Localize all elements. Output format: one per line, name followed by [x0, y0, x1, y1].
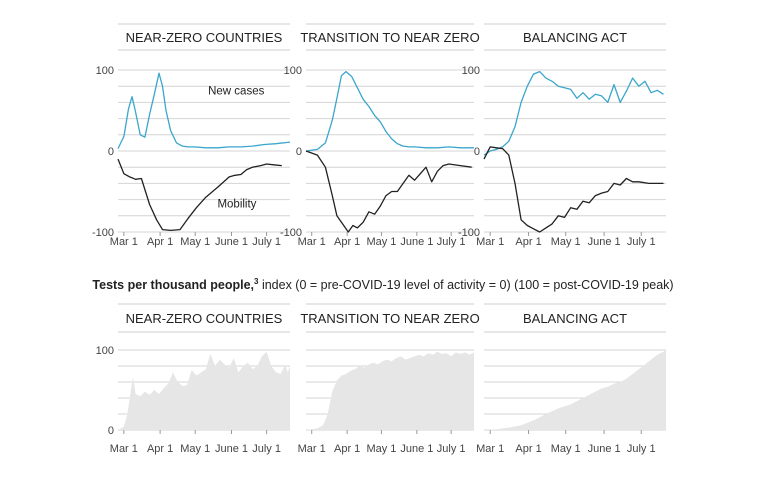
series-line-mobility: [483, 146, 664, 233]
x-tick-label: July 1: [437, 236, 466, 248]
panel-title: NEAR-ZERO COUNTRIES: [126, 311, 283, 326]
panel-title: BALANCING ACT: [523, 30, 627, 45]
x-tick-label: June 1: [400, 443, 433, 455]
chart-panel-6: BALANCING ACT Mar 1 Apr 1 May 1 June 1 July 1: [476, 303, 666, 455]
x-tick-label: July 1: [627, 443, 656, 455]
x-tick-label: Apr 1: [334, 236, 360, 248]
series-area-tests: [484, 350, 666, 430]
x-tick-label: July 1: [252, 236, 281, 248]
series-area-tests: [118, 351, 290, 430]
x-tick-label: Mar 1: [298, 443, 326, 455]
panel-title: BALANCING ACT: [523, 311, 627, 326]
y-tick-label: 0: [296, 146, 302, 158]
series-line-new-cases: [483, 70, 664, 156]
x-tick-label: Mar 1: [298, 236, 326, 248]
x-tick-label: Mar 1: [476, 236, 504, 248]
series-line-mobility: [117, 158, 282, 232]
series-line-new-cases: [305, 70, 474, 152]
x-tick-label: May 1: [366, 443, 396, 455]
chart-panel-4: NEAR-ZERO COUNTRIES 100 0 Mar 1 Apr 1 May 1 Ju…: [96, 303, 290, 455]
section-title-rest: index (0 = pre-COVID-19 level of activit…: [258, 278, 673, 292]
x-tick-label: June 1: [588, 236, 621, 248]
x-tick-label: May 1: [180, 443, 210, 455]
panel-title: NEAR-ZERO COUNTRIES: [126, 30, 283, 45]
x-tick-label: Apr 1: [334, 443, 360, 455]
series-line-new-cases: [117, 72, 291, 149]
y-tick-label: -100: [92, 227, 114, 239]
series-area-tests: [306, 351, 474, 430]
x-tick-label: May 1: [551, 443, 581, 455]
y-tick-label: 0: [474, 146, 480, 158]
x-tick-label: June 1: [400, 236, 433, 248]
x-tick-label: June 1: [215, 443, 248, 455]
chart-panel-5: TRANSITION TO NEAR ZERO Mar 1 Apr 1 May 1 Ju…: [298, 303, 480, 455]
y-tick-label: -100: [280, 227, 302, 239]
panel-title: TRANSITION TO NEAR ZERO: [300, 311, 479, 326]
y-tick-label: 0: [108, 146, 114, 158]
y-tick-label: 100: [96, 65, 114, 77]
y-tick-label: 0: [108, 425, 114, 437]
y-tick-label: -100: [458, 227, 480, 239]
x-tick-label: Mar 1: [110, 443, 138, 455]
x-tick-label: Apr 1: [515, 443, 541, 455]
y-tick-label: 100: [96, 345, 114, 357]
x-tick-label: July 1: [627, 236, 656, 248]
y-tick-label: 100: [284, 65, 302, 77]
x-tick-label: July 1: [252, 443, 281, 455]
section-title-bold: Tests per thousand people,: [92, 278, 254, 292]
x-tick-label: July 1: [437, 443, 466, 455]
section-title: Tests per thousand people,3 index (0 = p…: [92, 277, 673, 292]
series-line-mobility: [305, 150, 472, 233]
x-tick-label: Apr 1: [515, 236, 541, 248]
series-annotation: Mobility: [217, 199, 256, 211]
series-annotation: New cases: [208, 85, 264, 97]
x-tick-label: June 1: [588, 443, 621, 455]
x-tick-label: Mar 1: [110, 236, 138, 248]
x-tick-label: Mar 1: [476, 443, 504, 455]
y-tick-label: 100: [462, 65, 480, 77]
panel-title: TRANSITION TO NEAR ZERO: [300, 30, 479, 45]
x-tick-label: Apr 1: [147, 443, 173, 455]
x-tick-label: May 1: [180, 236, 210, 248]
x-tick-label: May 1: [551, 236, 581, 248]
footnote-marker: 3: [254, 277, 259, 286]
x-tick-label: May 1: [366, 236, 396, 248]
x-tick-label: June 1: [215, 236, 248, 248]
x-tick-label: Apr 1: [147, 236, 173, 248]
